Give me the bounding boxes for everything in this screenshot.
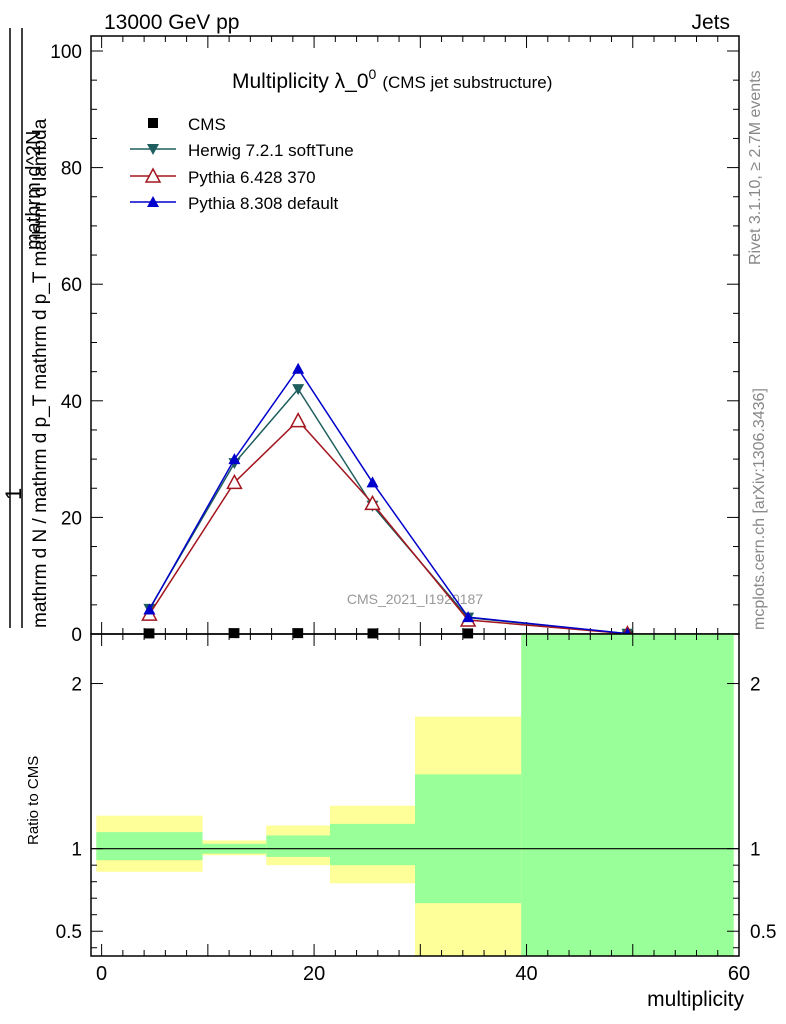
legend-label-cms: CMS — [188, 115, 226, 134]
data-point-herwig — [292, 384, 305, 396]
main-ylabel: 1 mathrm d^2N mathrm d N / mathrm d p_T … — [1, 28, 51, 628]
main-axis-ticks — [91, 36, 740, 635]
ratio-xlabel: multiplicity — [647, 988, 744, 1011]
header-left: 13000 GeV pp — [104, 11, 239, 34]
analysis-watermark: CMS_2021_I1920187 — [347, 591, 483, 607]
main-ytick-label: 100 — [50, 42, 82, 63]
ratio-band-stat — [96, 832, 203, 861]
ratio-xtick-label: 60 — [728, 963, 750, 985]
ratio-band-stat — [521, 634, 734, 956]
main-ytick-label: 60 — [61, 275, 82, 296]
ratio-xtick-label: 0 — [96, 963, 107, 985]
ylabel-numerator: mathrm d^2N — [23, 131, 45, 250]
ratio-xtick-label: 20 — [303, 963, 325, 985]
ratio-axis-ticks — [91, 634, 740, 956]
legend-marker-pythia8 — [147, 196, 159, 207]
legend-marker-pythia6 — [144, 167, 162, 183]
data-point-cms — [293, 628, 304, 639]
legend-marker-cms — [148, 118, 158, 128]
series-pythia8 — [143, 362, 634, 639]
ratio-ytick-label: 1 — [71, 840, 82, 861]
main-ytick-label: 20 — [61, 508, 82, 529]
legend: CMS Herwig 7.2.1 softTune Pythia 6.428 3… — [130, 115, 354, 213]
rivet-version-label: Rivet 3.1.10, ≥ 2.7M events — [747, 70, 764, 265]
legend-label-herwig: Herwig 7.2.1 softTune — [188, 141, 354, 160]
ylabel-denominator: mathrm d N / mathrm d p_T mathrm d p_T m… — [30, 118, 51, 628]
ratio-ytick-label-right: 2 — [750, 675, 761, 696]
ratio-x-tick-labels: 0 20 40 60 — [96, 963, 750, 985]
ratio-ytick-label-right: 0.5 — [750, 922, 776, 943]
data-point-pythia6 — [364, 494, 381, 511]
plot-title-sub: (CMS jet substructure) — [382, 73, 552, 92]
ratio-ylabel: Ratio to CMS — [25, 756, 42, 845]
legend-marker-herwig — [147, 144, 159, 155]
ratio-plot-frame — [90, 633, 740, 957]
main-ytick-label: 40 — [61, 392, 82, 413]
ylabel-fraction-top: 1 — [1, 488, 26, 500]
ratio-band-stat — [266, 835, 331, 857]
main-y-tick-labels: 0 20 40 60 80 100 — [50, 42, 82, 646]
ratio-bands-layer — [96, 634, 734, 956]
ratio-y-tick-labels: 0.5 0.5 1 1 2 2 — [56, 675, 777, 944]
ratio-ytick-label: 0.5 — [56, 922, 82, 943]
data-point-cms — [229, 628, 240, 639]
plot-title-sup: 0 — [369, 66, 377, 82]
ratio-ytick-label-right: 1 — [750, 840, 761, 861]
data-point-pythia6 — [289, 412, 307, 428]
legend-label-pythia8: Pythia 8.308 default — [188, 194, 339, 213]
plot-title: Multiplicity λ_00 (CMS jet substructure) — [232, 66, 552, 93]
ratio-band-stat — [330, 823, 415, 866]
data-point-pythia6 — [226, 473, 243, 490]
ratio-ytick-label: 2 — [71, 675, 82, 696]
main-ytick-label: 0 — [71, 625, 82, 646]
series-line-pythia6 — [148, 419, 628, 635]
main-ytick-label: 80 — [61, 159, 82, 180]
data-point-pythia8 — [228, 453, 241, 465]
data-point-pythia8 — [143, 603, 156, 615]
data-point-pythia8 — [292, 362, 305, 374]
data-point-pythia8 — [366, 476, 379, 488]
plot-title-main: Multiplicity λ_0 — [232, 70, 369, 93]
ratio-xtick-label: 40 — [515, 963, 537, 985]
legend-label-pythia6: Pythia 6.428 370 — [188, 168, 316, 187]
series-line-pythia8 — [148, 367, 628, 635]
data-point-pythia8 — [462, 611, 475, 623]
ratio-band-stat — [415, 774, 522, 904]
mcplots-label: mcplots.cern.ch [arXiv:1306.3436] — [751, 388, 768, 630]
header-right: Jets — [691, 11, 730, 34]
